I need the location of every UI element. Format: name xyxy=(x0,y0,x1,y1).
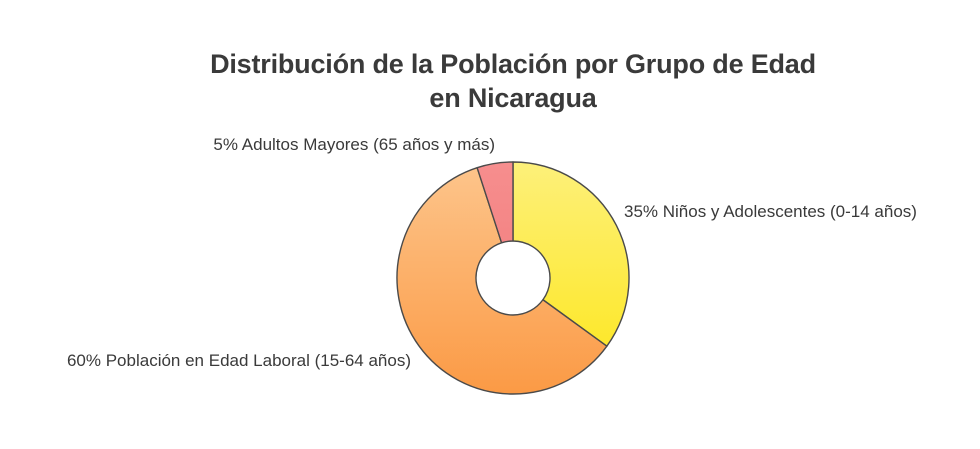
slices-group xyxy=(396,161,630,395)
slice-2 xyxy=(396,166,608,395)
chart-title-line-1: Distribución de la Población por Grupo d… xyxy=(210,49,816,79)
chart-title-line-2: en Nicaragua xyxy=(429,83,597,113)
slice-label-2: 60% Población en Edad Laboral (15-64 año… xyxy=(67,351,411,370)
slice-1 xyxy=(512,161,630,347)
slice-3 xyxy=(476,161,514,244)
labels-group: 35% Niños y Adolescentes (0-14 años) 60% … xyxy=(67,135,917,370)
slice-label-1: 35% Niños y Adolescentes (0-14 años) xyxy=(624,202,917,221)
slice-label-3: 5% Adultos Mayores (65 años y más) xyxy=(213,135,495,154)
